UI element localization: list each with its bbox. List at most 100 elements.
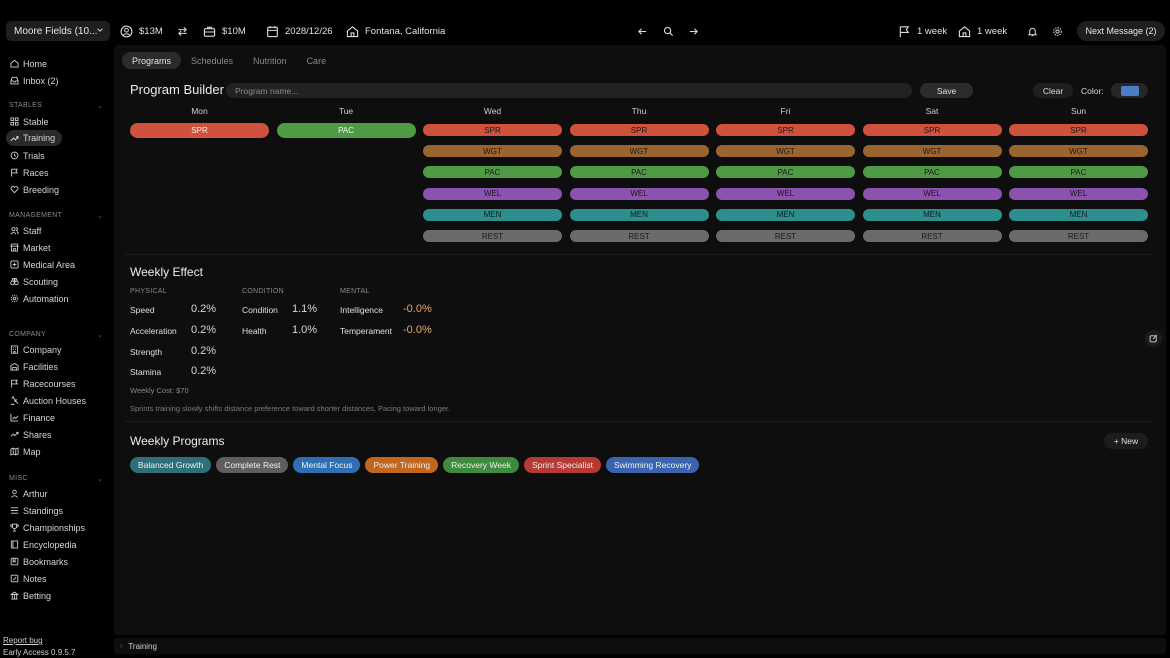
schedule-slot-mon-spr[interactable]: SPR <box>130 123 269 138</box>
schedule-slot-wed-pac[interactable]: PAC <box>423 166 562 179</box>
program-chip[interactable]: Balanced Growth <box>130 457 212 473</box>
sidebar-item-automation[interactable]: Automation <box>6 291 69 306</box>
sidebar-item-home[interactable]: Home <box>6 56 47 71</box>
sidebar-item-breeding[interactable]: Breeding <box>6 182 59 197</box>
schedule-slot-wed-men[interactable]: MEN <box>423 208 562 221</box>
sidebar-item-championships[interactable]: Championships <box>6 520 85 535</box>
sidebar-item-staff[interactable]: Staff <box>6 223 41 238</box>
day-header-tue: Tue <box>338 106 354 116</box>
report-bug-link[interactable]: Report bug <box>3 636 43 645</box>
sidebar-item-notes[interactable]: Notes <box>6 571 47 586</box>
schedule-slot-wed-wgt[interactable]: WGT <box>423 145 562 158</box>
section-header-management[interactable]: MANAGEMENT ⌄ <box>9 212 103 220</box>
schedule-slot-fri-wgt[interactable]: WGT <box>716 145 855 158</box>
schedule-slot-sat-wel[interactable]: WEL <box>862 187 1002 200</box>
transfer-button[interactable] <box>173 22 191 40</box>
sidebar-item-finance[interactable]: Finance <box>6 410 55 425</box>
stat-name-acceleration: Acceleration <box>130 326 177 336</box>
clear-button[interactable]: Clear <box>1033 83 1073 98</box>
sidebar-item-training[interactable]: Training <box>6 130 62 146</box>
sidebar-item-medical-area[interactable]: Medical Area <box>6 257 75 272</box>
grid-icon <box>10 117 19 126</box>
notifications-button[interactable] <box>1023 22 1041 40</box>
schedule-slot-sun-men[interactable]: MEN <box>1009 208 1148 221</box>
schedule-slot-fri-men[interactable]: MEN <box>716 208 855 221</box>
sidebar-item-scouting[interactable]: Scouting <box>6 274 58 289</box>
schedule-slot-sun-wel[interactable]: WEL <box>1009 187 1148 200</box>
sidebar-item-bookmarks[interactable]: Bookmarks <box>6 554 68 569</box>
forward-button[interactable] <box>684 22 702 40</box>
sidebar-item-facilities[interactable]: Facilities <box>6 359 58 374</box>
flag-icon <box>11 379 19 388</box>
back-button[interactable] <box>633 22 651 40</box>
sidebar-item-encyclopedia[interactable]: Encyclopedia <box>6 537 77 552</box>
sidebar-item-races[interactable]: Races <box>6 165 49 180</box>
sidebar-item-map[interactable]: Map <box>6 444 41 459</box>
schedule-slot-thu-spr[interactable]: SPR <box>569 124 709 136</box>
stable-selector[interactable]: Moore Fields (10... <box>6 21 110 41</box>
sidebar-item-trials[interactable]: Trials <box>6 148 45 163</box>
schedule-slot-thu-wgt[interactable]: WGT <box>569 145 709 158</box>
program-chip[interactable]: Sprint Specialist <box>524 457 601 473</box>
schedule-slot-sun-wgt[interactable]: WGT <box>1009 145 1148 158</box>
schedule-slot-thu-pac[interactable]: PAC <box>569 166 709 179</box>
tab-nutrition[interactable]: Nutrition <box>253 55 287 66</box>
schedule-slot-wed-spr[interactable]: SPR <box>423 124 562 136</box>
section-header-stables[interactable]: STABLES ⌄ <box>9 102 103 110</box>
breadcrumb[interactable]: Training <box>128 641 157 651</box>
schedule-slot-sun-rest[interactable]: REST <box>1009 230 1148 242</box>
schedule-slot-sat-men[interactable]: MEN <box>862 208 1002 221</box>
schedule-slot-tue-pac[interactable]: PAC <box>276 123 416 138</box>
sidebar-item-company[interactable]: Company <box>6 342 62 357</box>
cog-icon <box>10 294 19 303</box>
sidebar-item-inbox[interactable]: Inbox (2) <box>6 73 59 88</box>
new-program-button[interactable]: + New <box>1104 433 1148 449</box>
schedule-slot-fri-wel[interactable]: WEL <box>716 187 855 200</box>
sidebar-item-stable[interactable]: Stable <box>6 114 49 129</box>
sidebar-item-betting[interactable]: Betting <box>6 588 51 603</box>
schedule-slot-sat-wgt[interactable]: WGT <box>862 145 1002 158</box>
schedule-slot-wed-rest[interactable]: REST <box>423 230 562 242</box>
settings-button[interactable] <box>1048 22 1066 40</box>
schedule-slot-sat-pac[interactable]: PAC <box>862 166 1002 179</box>
sidebar-item-racecourses[interactable]: Racecourses <box>6 376 76 391</box>
funds-value: $13M <box>139 25 163 37</box>
schedule-slot-sat-rest[interactable]: REST <box>862 230 1002 242</box>
sidebar-item-standings[interactable]: Standings <box>6 503 63 518</box>
search-button[interactable] <box>659 22 677 40</box>
program-chip[interactable]: Complete Rest <box>216 457 289 473</box>
stat-name-condition: Condition <box>242 305 278 315</box>
race-advance-button[interactable]: 1 week <box>898 23 947 39</box>
sidebar-item-shares[interactable]: Shares <box>6 427 52 442</box>
schedule-slot-sat-spr[interactable]: SPR <box>862 124 1002 136</box>
save-button[interactable]: Save <box>920 83 973 98</box>
sidebar-item-auction-houses[interactable]: Auction Houses <box>6 393 86 408</box>
schedule-slot-fri-pac[interactable]: PAC <box>716 166 855 179</box>
tab-schedules[interactable]: Schedules <box>191 55 234 66</box>
section-header-company[interactable]: COMPANY ⌄ <box>9 331 103 339</box>
program-chip[interactable]: Power Training <box>365 457 439 473</box>
tab-care[interactable]: Care <box>306 55 327 66</box>
program-chip[interactable]: Swimming Recovery <box>605 457 700 473</box>
advance-time-button[interactable]: 1 week <box>958 23 1007 39</box>
stable-name: Moore Fields (10... <box>14 25 98 37</box>
edit-button[interactable] <box>1145 330 1162 347</box>
schedule-slot-thu-men[interactable]: MEN <box>569 208 709 221</box>
sidebar-item-arthur[interactable]: Arthur <box>6 486 48 501</box>
schedule-slot-sun-spr[interactable]: SPR <box>1009 124 1148 136</box>
color-picker[interactable] <box>1111 83 1148 98</box>
sidebar-item-market[interactable]: Market <box>6 240 51 255</box>
schedule-slot-fri-spr[interactable]: SPR <box>716 124 855 136</box>
schedule-slot-sun-pac[interactable]: PAC <box>1009 166 1148 179</box>
schedule-slot-thu-wel[interactable]: WEL <box>569 187 709 200</box>
program-chip[interactable]: Mental Focus <box>293 457 361 473</box>
schedule-slot-thu-rest[interactable]: REST <box>569 230 709 242</box>
tab-programs[interactable]: Programs <box>122 52 182 69</box>
sidebar-item-label: Map <box>23 446 41 457</box>
next-message-button[interactable]: Next Message (2) <box>1077 21 1165 41</box>
schedule-slot-fri-rest[interactable]: REST <box>716 230 855 242</box>
section-header-misc[interactable]: MISC ⌄ <box>9 475 103 483</box>
program-chip[interactable]: Recovery Week <box>443 457 519 473</box>
program-name-input[interactable] <box>226 83 912 98</box>
schedule-slot-wed-wel[interactable]: WEL <box>423 187 562 200</box>
